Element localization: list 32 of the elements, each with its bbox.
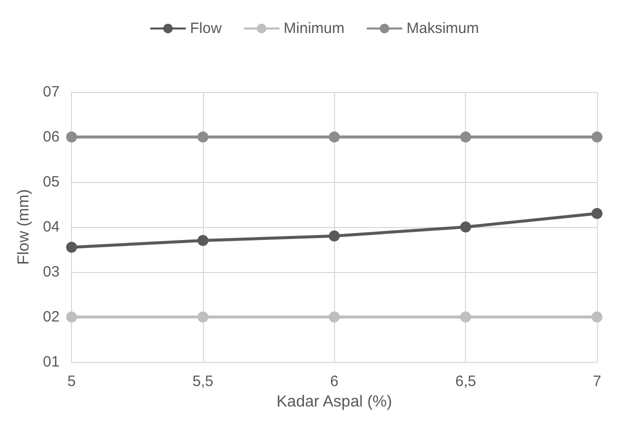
point <box>592 208 602 219</box>
point <box>197 312 208 322</box>
x-axis-title: Kadar Aspal (%) <box>276 394 392 410</box>
x-tick-label: 5 <box>67 373 76 390</box>
point <box>592 312 602 322</box>
y-tick-label: 06 <box>42 128 60 146</box>
y-tick-label: 02 <box>42 308 60 326</box>
y-tick-label: 04 <box>42 218 60 236</box>
y-tick-label: 01 <box>42 354 60 370</box>
x-tick-label: 6 <box>330 373 338 390</box>
legend-label: Flow <box>190 20 222 37</box>
point <box>197 132 208 142</box>
x-tick-label: 7 <box>592 373 602 390</box>
point <box>460 222 472 232</box>
legend-label: Maksimum <box>406 20 480 37</box>
point <box>460 312 472 322</box>
point <box>66 132 78 142</box>
x-tick-label: 5,5 <box>192 373 214 390</box>
point <box>328 132 340 142</box>
point <box>66 312 78 322</box>
point <box>592 132 602 142</box>
y-tick-label: 07 <box>42 84 60 100</box>
y-tick-label: 05 <box>42 174 60 190</box>
legend-label: Minimum <box>284 20 345 37</box>
point <box>328 230 340 242</box>
point <box>66 242 78 253</box>
y-tick-label: 03 <box>42 264 60 280</box>
y-axis-title: Flow (mm) <box>16 189 32 265</box>
point <box>197 235 208 246</box>
point <box>328 312 340 322</box>
x-tick-label: 6,5 <box>455 373 476 390</box>
point <box>460 132 472 142</box>
